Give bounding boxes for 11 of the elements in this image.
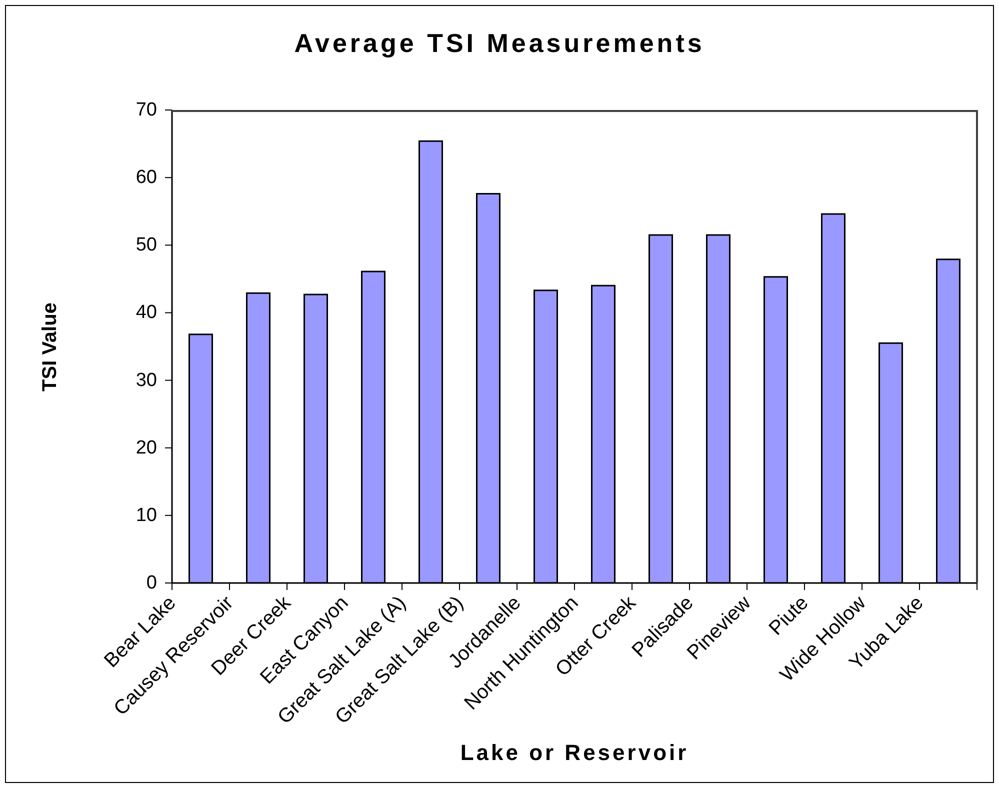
y-tick-label: 0 <box>146 572 157 594</box>
chart-title: Average TSI Measurements <box>293 27 706 59</box>
y-tick-label: 10 <box>136 504 157 526</box>
y-tick-label: 20 <box>136 437 157 458</box>
x-axis-title: Lake or Reservoir <box>459 739 690 767</box>
y-tick-label: 50 <box>136 234 157 256</box>
y-axis-title: TSI Value <box>38 301 62 394</box>
y-tick-label: 30 <box>136 370 157 391</box>
y-tick-label: 40 <box>136 302 157 324</box>
y-tick-label: 60 <box>136 167 157 188</box>
y-tick-label: 70 <box>136 100 157 120</box>
